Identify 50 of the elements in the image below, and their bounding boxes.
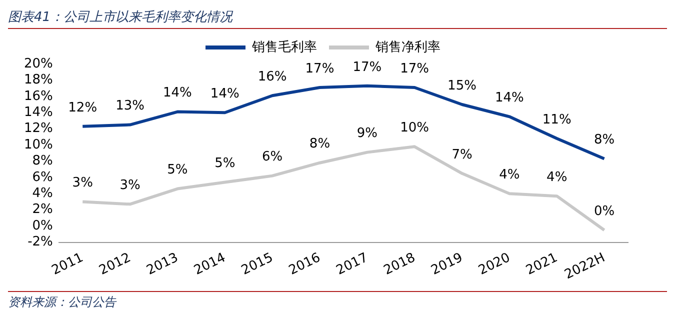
data-label: 3% [72, 176, 93, 191]
y-tick-label: -2% [28, 234, 53, 250]
y-tick-label: 18% [24, 72, 53, 88]
text: 资料来源：公司公告 [8, 291, 667, 311]
y-tick-label: 8% [32, 154, 53, 169]
data-label: 15% [448, 78, 476, 94]
x-tick-label: 2018 [382, 250, 418, 278]
y-tick-label: 16% [24, 88, 53, 104]
data-label: 17% [305, 61, 334, 76]
y-tick-label: 14% [24, 104, 53, 120]
data-label: 3% [120, 178, 140, 194]
x-tick-label: 2019 [428, 250, 466, 278]
data-label: 5% [167, 162, 188, 178]
data-label: 17% [352, 60, 382, 75]
y-tick-label: 6% [32, 170, 53, 185]
y-tick-label: 20% [24, 56, 53, 72]
chart-title: 图表41：公司上市以来毛利率变化情况 [8, 8, 667, 29]
data-label: 14% [163, 86, 192, 101]
data-label: 4% [546, 170, 568, 185]
y-tick-label: 4% [32, 186, 53, 202]
x-tick-label: 2015 [239, 250, 276, 278]
data-label: 12% [68, 100, 98, 116]
x-tick-label: 2020 [476, 250, 513, 278]
data-label: 16% [258, 69, 287, 84]
data-label: 6% [262, 150, 283, 165]
y-tick-label: 0% [32, 218, 53, 234]
x-tick-label: 2011 [50, 250, 86, 278]
y-tick-label: 2% [32, 202, 53, 218]
x-tick-label: 2016 [286, 250, 323, 278]
x-tick-label: 2021 [524, 250, 560, 278]
x-tick-label: 2014 [192, 250, 228, 278]
data-label: 0% [594, 204, 615, 219]
legend-label: 销售毛利率 [251, 38, 317, 55]
data-label: 13% [116, 98, 144, 114]
data-label: 9% [356, 126, 378, 142]
data-label: 17% [400, 61, 430, 76]
x-tick-label: 2012 [96, 250, 134, 278]
data-label: 10% [400, 120, 430, 136]
data-label: 14% [494, 90, 524, 106]
y-tick-label: 12% [24, 121, 53, 136]
x-tick-label: 2013 [144, 250, 181, 278]
data-label: 4% [499, 168, 520, 183]
data-label: 11% [542, 112, 572, 128]
data-label: 5% [214, 156, 236, 172]
data-label: 14% [210, 86, 240, 102]
data-label: 7% [452, 147, 472, 162]
y-tick-label: 10% [24, 137, 53, 152]
data-label: 8% [594, 132, 615, 148]
legend-label: 销售净利率 [374, 38, 440, 55]
data-label: 8% [309, 136, 330, 152]
